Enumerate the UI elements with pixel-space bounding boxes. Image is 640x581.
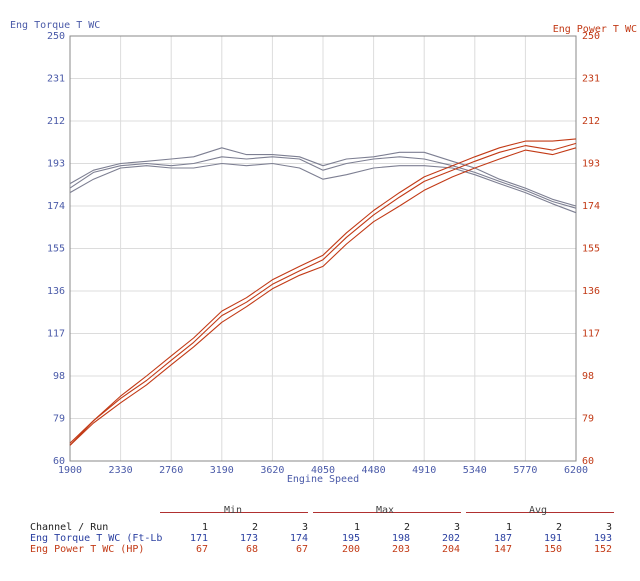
x-tick-label-3620: 3620 — [260, 465, 284, 476]
y-tick-right-60: 60 — [582, 456, 594, 467]
power-max-1: 200 — [342, 544, 361, 555]
plot-border — [69, 35, 577, 462]
x-axis-label: Engine Speed — [287, 474, 359, 485]
power-min-1: 67 — [196, 544, 209, 555]
y-tick-right-136: 136 — [582, 286, 600, 297]
torque-avg-2: 191 — [544, 533, 563, 544]
series-layer — [69, 138, 577, 446]
power-max-3: 204 — [442, 544, 461, 555]
y-tick-right-79: 79 — [582, 414, 594, 425]
y-tick-left-60: 60 — [53, 456, 65, 467]
torque-min-2: 173 — [240, 533, 259, 544]
x-tick-label-6200: 6200 — [564, 465, 588, 476]
y-tick-left-212: 212 — [47, 116, 65, 127]
x-tick-label-4910: 4910 — [412, 465, 436, 476]
torque-avg-3: 193 — [594, 533, 613, 544]
power-row-label: Eng Power T WC (HP) — [30, 544, 145, 555]
power-run-1-line — [69, 147, 577, 446]
run-2-avg: 2 — [556, 522, 563, 533]
x-tick-label-1900: 1900 — [58, 465, 82, 476]
y-tick-right-174: 174 — [582, 201, 600, 212]
avg-header: Avg — [529, 505, 548, 516]
torque-max-3: 202 — [442, 533, 461, 544]
max-rule — [313, 512, 461, 513]
y-tick-left-155: 155 — [47, 244, 65, 255]
grid — [69, 35, 577, 462]
y-tick-left-231: 231 — [47, 74, 65, 85]
torque-run-3-line — [69, 147, 577, 207]
stats-table: Min Max Avg Channel / Run 1 2 3 1 2 3 1 … — [0, 496, 640, 581]
y-tick-right-250: 250 — [582, 31, 600, 42]
run-3-min: 3 — [302, 522, 309, 533]
y-tick-right-231: 231 — [582, 74, 600, 85]
y-tick-right-212: 212 — [582, 116, 600, 127]
x-tick-label-2760: 2760 — [159, 465, 183, 476]
y-tick-left-193: 193 — [47, 159, 65, 170]
run-1-min: 1 — [202, 522, 209, 533]
power-min-3: 67 — [296, 544, 309, 555]
y-tick-left-79: 79 — [53, 414, 65, 425]
right-axis-title: Eng Power T WC — [552, 24, 637, 35]
avg-rule — [466, 512, 614, 513]
power-run-3-line — [69, 138, 577, 446]
y-tick-left-250: 250 — [47, 31, 65, 42]
power-min-2: 68 — [246, 544, 259, 555]
torque-min-1: 171 — [190, 533, 209, 544]
power-avg-1: 147 — [494, 544, 513, 555]
run-3-avg: 3 — [606, 522, 613, 533]
power-run-2-line — [69, 142, 577, 444]
y-tick-right-98: 98 — [582, 371, 594, 382]
torque-run-1-line — [69, 162, 577, 214]
y-tick-left-174: 174 — [47, 201, 65, 212]
y-tick-right-117: 117 — [582, 329, 600, 340]
min-rule — [160, 512, 308, 513]
y-tick-labels-left: 60 79 98 117 136 155 174 193 212 231 250 — [47, 31, 65, 467]
channel-run-label: Channel / Run — [30, 522, 109, 533]
torque-row-label: Eng Torque T WC (Ft-Lb — [30, 533, 163, 544]
torque-max-1: 195 — [342, 533, 361, 544]
y-tick-right-193: 193 — [582, 159, 600, 170]
x-tick-labels: 1900 2330 2760 3190 3620 4050 4480 4910 5340 5770… — [58, 465, 588, 476]
y-tick-labels-right: 60 79 98 117 136 155 174 193 212 231 250 — [582, 31, 600, 467]
run-2-min: 2 — [252, 522, 259, 533]
x-tick-label-3190: 3190 — [210, 465, 234, 476]
y-tick-left-136: 136 — [47, 286, 65, 297]
power-max-2: 203 — [392, 544, 411, 555]
torque-min-3: 174 — [290, 533, 309, 544]
y-tick-right-155: 155 — [582, 244, 600, 255]
max-header: Max — [376, 505, 395, 516]
chart-svg: 1900 2330 2760 3190 3620 4050 4480 4910 5340 5770… — [47, 31, 600, 485]
torque-max-2: 198 — [392, 533, 411, 544]
torque-run-2-line — [69, 156, 577, 209]
x-tick-label-5770: 5770 — [513, 465, 537, 476]
x-tick-label-2330: 2330 — [109, 465, 133, 476]
run-3-max: 3 — [454, 522, 461, 533]
run-1-max: 1 — [354, 522, 361, 533]
x-tick-label-4050: 4050 — [311, 465, 335, 476]
left-axis-title: Eng Torque T WC — [10, 20, 101, 31]
min-header: Min — [224, 505, 243, 516]
run-2-max: 2 — [404, 522, 411, 533]
power-avg-3: 152 — [594, 544, 613, 555]
power-avg-2: 150 — [544, 544, 563, 555]
y-tick-left-117: 117 — [47, 329, 65, 340]
x-tick-label-4480: 4480 — [362, 465, 386, 476]
torque-avg-1: 187 — [494, 533, 513, 544]
x-tick-label-5340: 5340 — [463, 465, 487, 476]
y-tick-left-98: 98 — [53, 371, 65, 382]
run-1-avg: 1 — [506, 522, 513, 533]
